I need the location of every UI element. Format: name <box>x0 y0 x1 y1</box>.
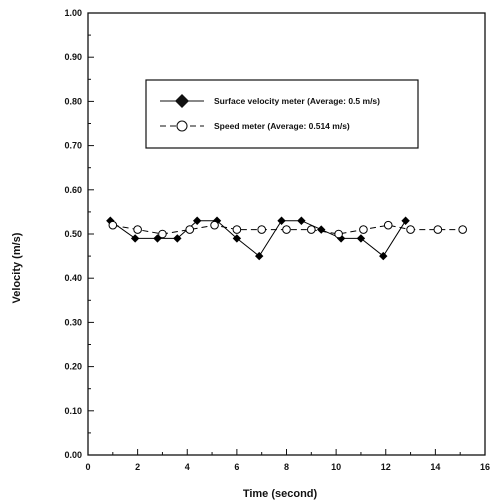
x-axis-title: Time (second) <box>243 488 318 500</box>
data-point-speed-meter <box>458 225 467 234</box>
x-tick-label: 16 <box>480 462 490 472</box>
data-point-speed-meter <box>185 225 195 234</box>
y-tick-label: 1.00 <box>64 8 82 18</box>
data-point-speed-meter <box>108 220 118 230</box>
x-tick-label: 2 <box>135 462 140 472</box>
data-point-surface-velocity <box>401 216 410 225</box>
y-tick-label: 0.00 <box>64 450 82 460</box>
y-axis-title: Velocity (m/s) <box>11 232 23 303</box>
data-point-surface-velocity <box>317 225 326 234</box>
data-point-speed-meter <box>282 225 291 234</box>
x-tick-label: 14 <box>430 462 440 472</box>
y-tick-label: 0.70 <box>64 141 82 151</box>
y-tick-label: 0.20 <box>64 362 82 372</box>
x-tick-label: 4 <box>185 462 190 472</box>
y-tick-label: 0.50 <box>64 229 82 239</box>
data-point-speed-meter <box>158 229 167 239</box>
x-tick-label: 8 <box>284 462 289 472</box>
data-point-surface-velocity <box>255 251 264 261</box>
data-point-surface-velocity <box>232 234 242 243</box>
y-tick-label: 0.40 <box>64 273 82 283</box>
data-point-speed-meter <box>334 229 343 239</box>
x-tick-label: 6 <box>234 462 239 472</box>
legend-label-surface: Surface velocity meter (Average: 0.5 m/s… <box>214 96 380 106</box>
y-tick-label: 0.10 <box>64 406 82 416</box>
legend: Surface velocity meter (Average: 0.5 m/s… <box>145 79 419 149</box>
data-point-speed-meter <box>406 225 415 234</box>
data-point-speed-meter <box>257 225 266 234</box>
plot-frame <box>87 12 486 456</box>
legend-box <box>145 79 419 149</box>
plot-axes: 0.00 0.10 0.20 0.30 0.40 0.50 0.60 0.70 0.80 0.90… <box>64 8 490 472</box>
data-point-speed-meter <box>433 225 443 234</box>
series-layer <box>106 216 467 261</box>
data-point-speed-meter <box>210 220 219 230</box>
data-point-speed-meter <box>232 225 242 234</box>
y-tick-label: 0.90 <box>64 52 82 62</box>
data-point-surface-velocity <box>130 234 140 243</box>
data-point-surface-velocity <box>379 251 388 261</box>
y-tick-label: 0.60 <box>64 185 82 195</box>
data-point-speed-meter <box>307 225 316 234</box>
legend-marker-filled-diamond <box>175 94 189 108</box>
y-tick-label: 0.80 <box>64 96 82 106</box>
data-point-speed-meter <box>383 220 393 230</box>
data-point-surface-velocity <box>356 234 366 243</box>
x-tick-label: 12 <box>381 462 391 472</box>
data-point-speed-meter <box>133 225 142 234</box>
x-tick-label: 10 <box>331 462 341 472</box>
data-point-surface-velocity <box>192 216 202 225</box>
y-tick-label: 0.30 <box>64 317 82 327</box>
data-point-surface-velocity <box>277 216 286 225</box>
x-tick-label: 0 <box>85 462 90 472</box>
legend-label-speed: Speed meter (Average: 0.514 m/s) <box>214 121 350 131</box>
legend-marker-open-circle <box>176 120 188 132</box>
data-point-speed-meter <box>359 225 368 234</box>
data-point-surface-velocity <box>297 216 306 225</box>
data-point-surface-velocity <box>173 234 182 243</box>
